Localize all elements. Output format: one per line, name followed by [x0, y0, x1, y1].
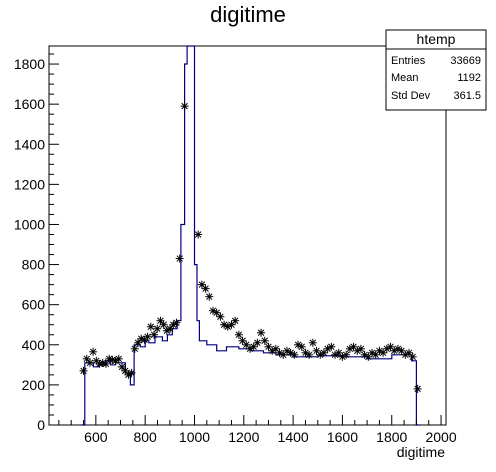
stats-box: htemp Entries 33669 Mean 1192 Std Dev 36…	[385, 29, 487, 111]
marker-point	[172, 318, 181, 327]
stats-entries-label: Entries	[391, 55, 426, 67]
x-tick-label: 600	[84, 429, 108, 445]
marker-point	[349, 342, 358, 351]
marker-point	[121, 366, 130, 375]
y-axis: 0 200 400 600 800 1000 1200 1400 1600 1800	[14, 53, 59, 433]
marker-point	[79, 366, 88, 375]
marker-point	[134, 338, 143, 347]
marker-point	[180, 102, 189, 111]
marker-point	[260, 336, 269, 345]
marker-point	[205, 292, 214, 301]
y-tick-label: 1400	[14, 136, 45, 152]
y-tick-label: 400	[22, 337, 46, 353]
marker-point	[408, 352, 417, 361]
marker-point	[166, 324, 175, 333]
x-axis: 600 800 1000 1200 1400 1600 1800 2000	[58, 415, 457, 445]
marker-point	[305, 350, 314, 359]
marker-point	[156, 316, 165, 325]
marker-point	[413, 384, 422, 393]
marker-point	[130, 344, 139, 353]
y-tick-label: 200	[22, 377, 46, 393]
x-tick-label: 1000	[179, 429, 210, 445]
marker-point	[231, 316, 240, 325]
x-tick-label: 1200	[228, 429, 259, 445]
y-tick-label: 800	[22, 257, 46, 273]
marker-point	[327, 342, 336, 351]
marker-point	[342, 350, 351, 359]
marker-layer	[79, 102, 422, 393]
marker-point	[114, 354, 123, 363]
marker-point	[175, 254, 184, 263]
stats-stddev-value: 361.5	[453, 90, 481, 102]
y-tick-label: 1000	[14, 216, 45, 232]
marker-point	[297, 342, 306, 351]
marker-point	[271, 344, 280, 353]
marker-point	[216, 312, 225, 321]
marker-point	[405, 348, 414, 357]
marker-point	[194, 230, 203, 239]
y-tick-label: 0	[37, 417, 45, 433]
marker-point	[353, 346, 362, 355]
x-tick-label: 1400	[278, 429, 309, 445]
x-tick-label: 1800	[376, 429, 407, 445]
marker-point	[290, 350, 299, 359]
x-axis-label: digitime	[397, 444, 445, 460]
y-tick-label: 1600	[14, 96, 45, 112]
marker-point	[249, 342, 258, 351]
plot-frame	[48, 45, 447, 426]
marker-point	[143, 332, 152, 341]
marker-point	[150, 330, 159, 339]
marker-point	[159, 320, 168, 329]
y-tick-label: 600	[22, 297, 46, 313]
marker-point	[331, 350, 340, 359]
x-tick-label: 1600	[327, 429, 358, 445]
marker-point	[127, 368, 136, 377]
chart-title: digitime	[210, 2, 286, 27]
marker-point	[201, 284, 210, 293]
marker-point	[89, 347, 98, 356]
marker-point	[253, 338, 262, 347]
histogram-outline	[81, 45, 421, 426]
y-tick-label: 1200	[14, 176, 45, 192]
marker-point	[356, 344, 365, 353]
marker-point	[153, 324, 162, 333]
stats-entries-value: 33669	[450, 55, 481, 67]
marker-point	[101, 359, 110, 368]
marker-point	[234, 330, 243, 339]
stats-box-title: htemp	[417, 31, 456, 47]
marker-point	[257, 328, 266, 337]
marker-point	[117, 362, 126, 371]
x-tick-label: 800	[133, 429, 157, 445]
marker-point	[379, 348, 388, 357]
marker-point	[146, 322, 155, 331]
histogram-layer	[81, 45, 421, 426]
marker-point	[301, 348, 310, 357]
x-tick-label: 2000	[425, 429, 456, 445]
y-tick-label: 1800	[14, 56, 45, 72]
stats-mean-value: 1192	[457, 72, 481, 84]
marker-point	[308, 338, 317, 347]
stats-mean-label: Mean	[391, 72, 419, 84]
marker-point	[85, 358, 94, 367]
stats-stddev-label: Std Dev	[391, 90, 431, 102]
marker-point	[82, 354, 91, 363]
